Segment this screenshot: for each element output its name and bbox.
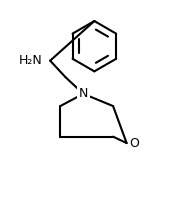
Text: N: N bbox=[79, 87, 88, 100]
Text: H₂N: H₂N bbox=[19, 54, 42, 67]
Text: O: O bbox=[130, 137, 140, 150]
